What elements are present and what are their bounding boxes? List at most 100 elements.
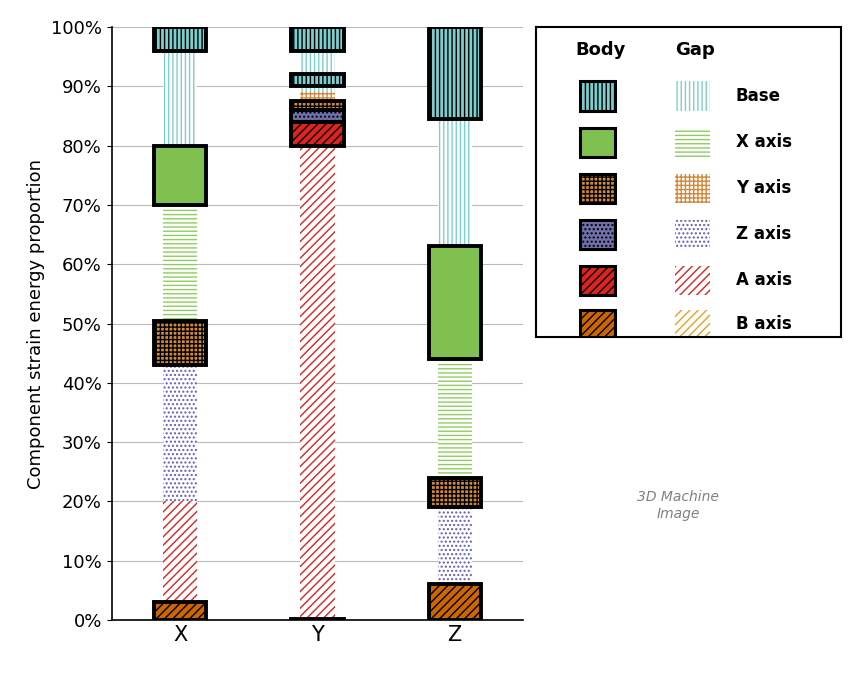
Bar: [580, 310, 615, 339]
Bar: [580, 127, 615, 157]
Bar: [292, 619, 343, 620]
Bar: [675, 127, 710, 157]
Text: Base: Base: [736, 87, 781, 105]
Bar: [675, 310, 710, 339]
Bar: [580, 266, 615, 295]
Bar: [163, 365, 197, 501]
Bar: [675, 310, 710, 339]
Bar: [675, 82, 710, 111]
Bar: [292, 74, 343, 86]
Bar: [580, 220, 615, 249]
Bar: [163, 51, 197, 146]
Bar: [154, 27, 206, 51]
Text: Body: Body: [575, 41, 625, 59]
Bar: [154, 27, 206, 51]
Bar: [292, 74, 343, 86]
Text: X axis: X axis: [736, 133, 792, 151]
Bar: [163, 501, 197, 603]
Bar: [580, 127, 615, 157]
Bar: [292, 619, 343, 620]
Bar: [580, 220, 615, 249]
Bar: [154, 321, 206, 365]
Bar: [163, 501, 197, 603]
Bar: [292, 122, 343, 146]
Bar: [580, 82, 615, 111]
Bar: [292, 27, 343, 51]
Bar: [429, 478, 480, 508]
Bar: [675, 220, 710, 249]
Bar: [300, 86, 335, 92]
Bar: [300, 51, 335, 74]
Bar: [429, 478, 480, 508]
Bar: [292, 110, 343, 122]
Bar: [154, 603, 206, 620]
Bar: [292, 101, 343, 110]
Text: Y axis: Y axis: [736, 179, 791, 197]
Bar: [438, 359, 472, 478]
Bar: [163, 205, 197, 321]
Text: 3D Machine
Image: 3D Machine Image: [637, 491, 719, 520]
Text: Z axis: Z axis: [736, 225, 791, 243]
Bar: [580, 174, 615, 203]
Bar: [300, 146, 335, 619]
Y-axis label: Component strain energy proportion: Component strain energy proportion: [27, 158, 45, 489]
Bar: [300, 86, 335, 92]
Bar: [292, 74, 343, 86]
Bar: [675, 266, 710, 295]
Bar: [300, 92, 335, 101]
Bar: [429, 27, 480, 119]
Bar: [580, 266, 615, 295]
Bar: [429, 27, 480, 119]
Bar: [675, 174, 710, 203]
Bar: [580, 310, 615, 339]
Bar: [292, 122, 343, 146]
Bar: [429, 247, 480, 359]
Bar: [154, 603, 206, 620]
Bar: [292, 27, 343, 51]
Bar: [429, 247, 480, 359]
Bar: [292, 101, 343, 110]
Bar: [580, 266, 615, 295]
Bar: [154, 27, 206, 51]
Bar: [154, 603, 206, 620]
Bar: [429, 584, 480, 620]
Bar: [300, 51, 335, 74]
Bar: [154, 321, 206, 365]
Bar: [292, 110, 343, 122]
Bar: [429, 27, 480, 119]
Bar: [580, 310, 615, 339]
Bar: [154, 321, 206, 365]
Bar: [580, 174, 615, 203]
Bar: [675, 220, 710, 249]
Bar: [438, 508, 472, 584]
Bar: [438, 119, 472, 247]
Bar: [163, 51, 197, 146]
Bar: [429, 584, 480, 620]
Text: B axis: B axis: [736, 315, 792, 334]
Text: Gap: Gap: [674, 41, 715, 59]
Bar: [675, 82, 710, 111]
Text: A axis: A axis: [736, 272, 792, 289]
Bar: [580, 82, 615, 111]
Bar: [300, 146, 335, 619]
Bar: [675, 174, 710, 203]
Bar: [163, 365, 197, 501]
Bar: [429, 584, 480, 620]
Bar: [154, 146, 206, 205]
Bar: [580, 174, 615, 203]
Bar: [292, 619, 343, 620]
Bar: [675, 266, 710, 295]
Bar: [154, 146, 206, 205]
Bar: [292, 110, 343, 122]
Bar: [580, 127, 615, 157]
Bar: [438, 508, 472, 584]
Bar: [429, 247, 480, 359]
Bar: [292, 27, 343, 51]
Bar: [154, 146, 206, 205]
Bar: [292, 101, 343, 110]
Bar: [438, 359, 472, 478]
Bar: [292, 122, 343, 146]
Bar: [300, 92, 335, 101]
Bar: [429, 478, 480, 508]
Bar: [163, 205, 197, 321]
